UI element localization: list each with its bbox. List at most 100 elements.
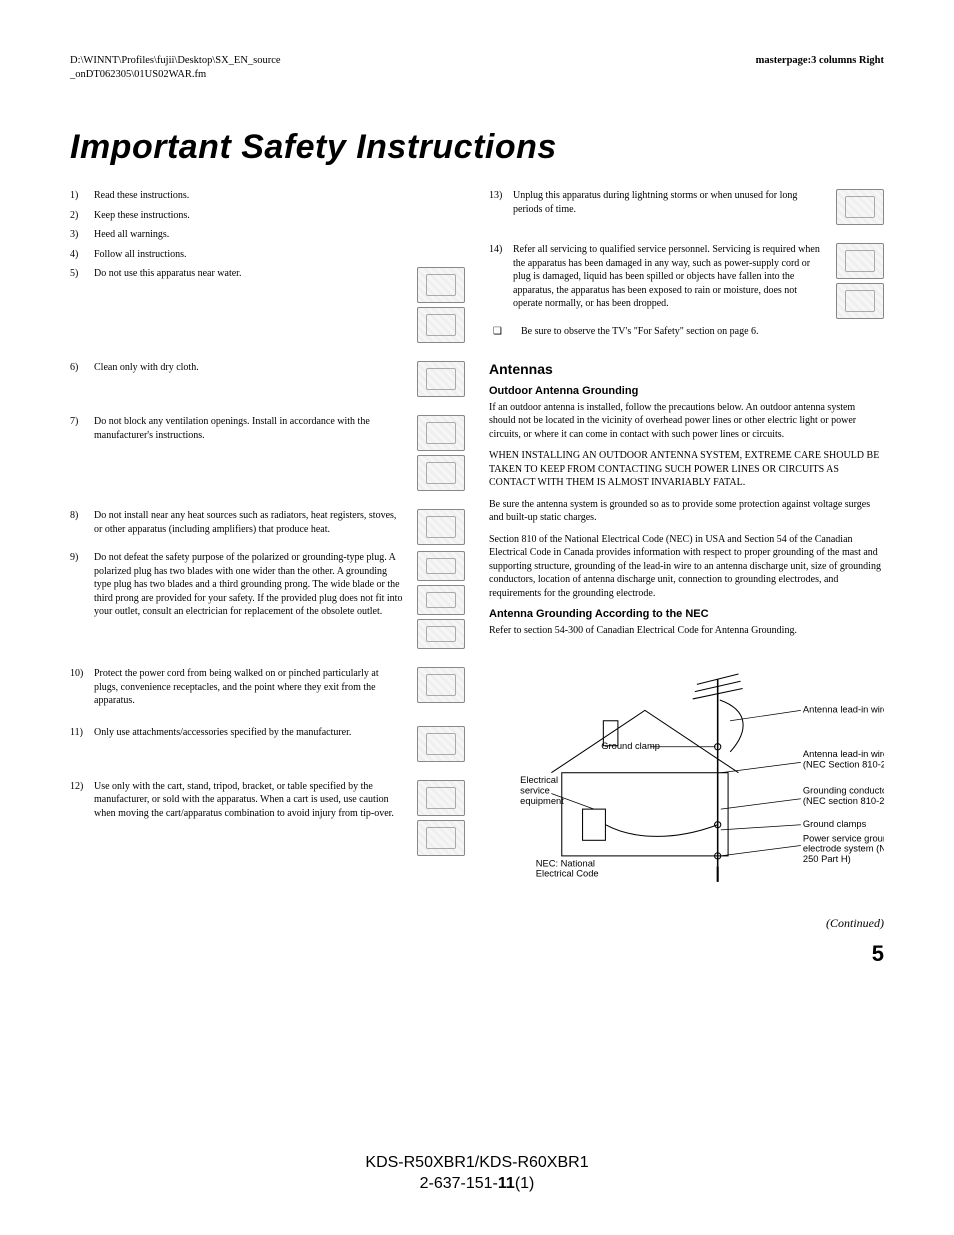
illustration-icon	[417, 361, 465, 397]
page-footer: KDS-R50XBR1/KDS-R60XBR1 2-637-151-11(1)	[0, 1152, 954, 1195]
instruction-item: 6)Clean only with dry cloth.	[70, 361, 465, 397]
illustration-icon	[836, 189, 884, 225]
antennas-p4: Section 810 of the National Electrical C…	[489, 533, 884, 601]
instruction-number: 6)	[70, 361, 94, 397]
figure-stack	[832, 189, 884, 225]
illustration-icon	[417, 415, 465, 451]
instruction-number: 14)	[489, 243, 513, 319]
figure-stack	[413, 267, 465, 343]
illustration-icon	[417, 820, 465, 856]
antennas-heading: Antennas	[489, 361, 884, 377]
figure-stack	[413, 361, 465, 397]
illustration-icon	[417, 619, 465, 649]
illustration-icon	[836, 283, 884, 319]
label-ground-clamp: Ground clamp	[601, 741, 660, 751]
instruction-item: 7)Do not block any ventilation openings.…	[70, 415, 465, 491]
instruction-number: 1)	[70, 189, 94, 203]
instruction-number: 12)	[70, 780, 94, 856]
instruction-item: 9)Do not defeat the safety purpose of th…	[70, 551, 465, 649]
instruction-item: 3)Heed all warnings.	[70, 228, 465, 242]
instruction-text: Do not use this apparatus near water.	[94, 267, 405, 281]
illustration-icon	[417, 585, 465, 615]
figure-stack	[832, 243, 884, 319]
illustration-icon	[417, 455, 465, 491]
illustration-icon	[417, 267, 465, 303]
instruction-text: Clean only with dry cloth.	[94, 361, 405, 375]
masterpage-label: masterpage:3 columns Right	[756, 54, 884, 82]
illustration-icon	[836, 243, 884, 279]
instruction-text: Refer all servicing to qualified service…	[513, 243, 824, 311]
instruction-item: 12)Use only with the cart, stand, tripod…	[70, 780, 465, 856]
source-path-line1: D:\WINNT\Profiles\fujii\Desktop\SX_EN_so…	[70, 55, 281, 66]
instruction-item: 14)Refer all servicing to qualified serv…	[489, 243, 884, 319]
instruction-number: 4)	[70, 248, 94, 262]
figure-stack	[413, 667, 465, 703]
antennas-p3: Be sure the antenna system is grounded s…	[489, 498, 884, 525]
figure-stack	[413, 551, 465, 649]
instruction-number: 8)	[70, 509, 94, 545]
antennas-p1: If an outdoor antenna is installed, foll…	[489, 401, 884, 442]
illustration-icon	[417, 667, 465, 703]
instruction-number: 9)	[70, 551, 94, 649]
instruction-text: Only use attachments/accessories specifi…	[94, 726, 405, 740]
figure-stack	[413, 509, 465, 545]
figure-stack	[413, 415, 465, 491]
instruction-text: Do not block any ventilation openings. I…	[94, 415, 405, 442]
instruction-text: Read these instructions.	[94, 189, 465, 203]
instruction-item: 5)Do not use this apparatus near water.	[70, 267, 465, 343]
page-title: Important Safety Instructions	[70, 128, 884, 167]
instruction-text: Do not defeat the safety purpose of the …	[94, 551, 405, 619]
instruction-item: 4)Follow all instructions.	[70, 248, 465, 262]
page-number: 5	[489, 941, 884, 967]
content-columns: 1)Read these instructions.2)Keep these i…	[70, 189, 884, 967]
instruction-number: 5)	[70, 267, 94, 343]
figure-stack	[413, 726, 465, 762]
instruction-number: 13)	[489, 189, 513, 225]
illustration-icon	[417, 509, 465, 545]
instruction-number: 11)	[70, 726, 94, 762]
instruction-item: 8)Do not install near any heat sources s…	[70, 509, 465, 545]
illustration-icon	[417, 551, 465, 581]
instruction-number: 10)	[70, 667, 94, 708]
instruction-item: 10)Protect the power cord from being wal…	[70, 667, 465, 708]
instruction-text: Do not install near any heat sources suc…	[94, 509, 405, 536]
nec-subheading: Antenna Grounding According to the NEC	[489, 608, 884, 620]
label-nec: NEC: NationalElectrical Code	[536, 858, 599, 878]
bullet-mark: ❏	[489, 325, 513, 339]
label-lead-in2: Antenna lead-in wire(NEC Section 810-20)	[803, 749, 884, 769]
label-power-service: Power service groundingelectrode system …	[803, 833, 884, 864]
instruction-item: 2)Keep these instructions.	[70, 209, 465, 223]
label-electrical: Electricalserviceequipment	[520, 775, 564, 806]
continued-label: (Continued)	[489, 916, 884, 931]
instruction-text: Keep these instructions.	[94, 209, 465, 223]
instruction-text: Heed all warnings.	[94, 228, 465, 242]
footer-model: KDS-R50XBR1/KDS-R60XBR1	[0, 1152, 954, 1174]
instruction-text: Use only with the cart, stand, tripod, b…	[94, 780, 405, 821]
safety-bullet: ❏ Be sure to observe the TV's "For Safet…	[489, 325, 884, 339]
instruction-item: 1)Read these instructions.	[70, 189, 465, 203]
page-header: D:\WINNT\Profiles\fujii\Desktop\SX_EN_so…	[70, 54, 884, 82]
outdoor-antenna-subheading: Outdoor Antenna Grounding	[489, 385, 884, 397]
instruction-number: 3)	[70, 228, 94, 242]
figure-stack	[413, 780, 465, 856]
instruction-text: Unplug this apparatus during lightning s…	[513, 189, 824, 216]
footer-docnum: 2-637-151-11(1)	[0, 1173, 954, 1195]
label-clamps: Ground clamps	[803, 819, 867, 829]
instructions-list-right: 13)Unplug this apparatus during lightnin…	[489, 189, 884, 319]
antenna-diagram: Antenna lead-in wire Antenna lead-in wir…	[489, 648, 884, 892]
instruction-number: 7)	[70, 415, 94, 491]
illustration-icon	[417, 307, 465, 343]
illustration-icon	[417, 726, 465, 762]
label-lead-in: Antenna lead-in wire	[803, 704, 884, 714]
instruction-item: 11)Only use attachments/accessories spec…	[70, 726, 465, 762]
antennas-p5: Refer to section 54-300 of Canadian Elec…	[489, 624, 884, 638]
illustration-icon	[417, 780, 465, 816]
instruction-number: 2)	[70, 209, 94, 223]
source-path: D:\WINNT\Profiles\fujii\Desktop\SX_EN_so…	[70, 54, 281, 82]
source-path-line2: _onDT062305\01US02WAR.fm	[70, 69, 206, 80]
right-column: 13)Unplug this apparatus during lightnin…	[489, 189, 884, 967]
instruction-item: 13)Unplug this apparatus during lightnin…	[489, 189, 884, 225]
left-column: 1)Read these instructions.2)Keep these i…	[70, 189, 465, 967]
instruction-text: Protect the power cord from being walked…	[94, 667, 405, 708]
instructions-list-left: 1)Read these instructions.2)Keep these i…	[70, 189, 465, 856]
